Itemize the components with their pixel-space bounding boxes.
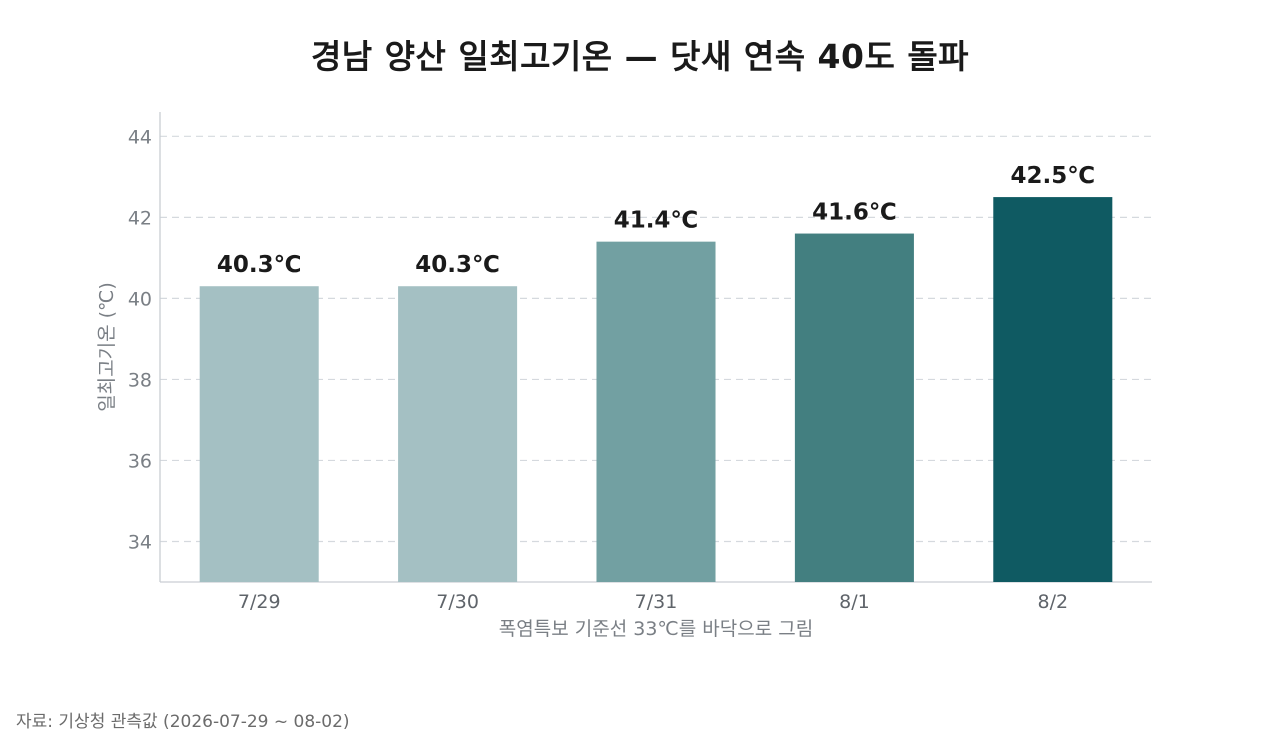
bars — [199, 197, 1113, 583]
y-tick-label: 42 — [128, 207, 152, 229]
data-label: 42.5℃ — [1010, 163, 1095, 189]
y-tick-label: 38 — [128, 369, 152, 391]
y-tick-label: 34 — [128, 531, 152, 553]
x-tick-label: 7/30 — [436, 591, 479, 613]
x-tick-label: 8/2 — [1038, 591, 1069, 613]
x-axis-title: 폭염특보 기준선 33℃를 바닥으로 그림 — [499, 618, 813, 640]
data-label: 41.4℃ — [614, 208, 699, 234]
y-axis-title: 일최고기온 (℃) — [96, 282, 118, 412]
data-label: 41.6℃ — [812, 200, 897, 226]
labels: 34 36 38 40 42 44 40.3℃ 7/29 40.3℃ 7/30 41.4℃ 7/31 4… — [128, 126, 1095, 613]
x-tick-label: 7/31 — [635, 591, 678, 613]
x-tick-label: 7/29 — [238, 591, 281, 613]
bar-7-29 — [199, 286, 319, 582]
bar-7-31 — [596, 241, 716, 583]
x-tick-label: 8/1 — [839, 591, 870, 613]
source-note: 자료: 기상청 관측값 (2026-07-29 ~ 08-02) — [16, 712, 350, 732]
y-tick-label: 44 — [128, 126, 152, 148]
bar-8-1 — [794, 233, 914, 582]
y-tick-label: 36 — [128, 450, 152, 472]
bar-8-2 — [993, 197, 1113, 582]
y-tick-label: 40 — [128, 288, 152, 310]
bar-chart: 34 36 38 40 42 44 40.3℃ 7/29 40.3℃ 7/30 41.4℃ 7/31 4… — [96, 112, 1152, 640]
chart-title: 경남 양산 일최고기온 — 닷새 연속 40도 돌파 — [310, 37, 970, 76]
data-label: 40.3℃ — [415, 252, 500, 278]
bar-7-30 — [398, 286, 518, 582]
data-label: 40.3℃ — [217, 252, 302, 278]
